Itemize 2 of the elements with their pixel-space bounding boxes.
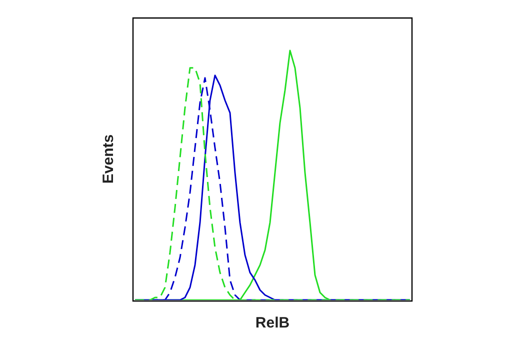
- x-axis-title: RelB: [255, 314, 290, 332]
- y-axis-title: Events: [100, 134, 118, 184]
